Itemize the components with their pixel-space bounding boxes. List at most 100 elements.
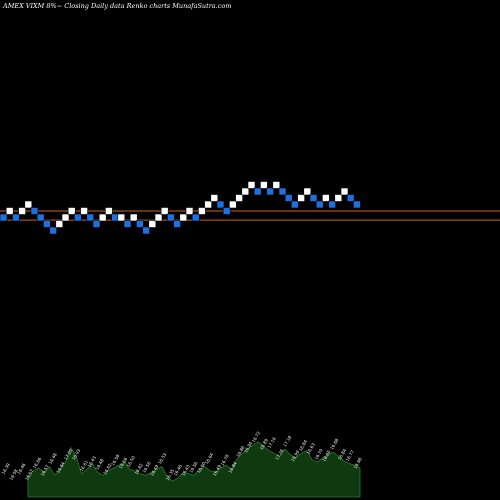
renko-brick bbox=[322, 194, 330, 202]
volume-label: 16.49 bbox=[149, 464, 159, 477]
renko-brick bbox=[55, 220, 64, 228]
renko-brick bbox=[117, 213, 126, 222]
renko-brick bbox=[297, 194, 305, 202]
renko-brick bbox=[222, 207, 231, 215]
renko-brick bbox=[185, 207, 194, 215]
volume-label: 16.84 bbox=[337, 448, 347, 461]
volume-label: 16.99 bbox=[290, 449, 300, 462]
renko-brick bbox=[315, 200, 324, 209]
renko-brick bbox=[210, 194, 219, 202]
renko-brick bbox=[253, 187, 262, 196]
renko-brick bbox=[260, 181, 268, 189]
renko-brick bbox=[74, 213, 82, 222]
renko-brick bbox=[136, 220, 144, 228]
volume-label: 16.48 bbox=[94, 458, 104, 471]
renko-brick bbox=[278, 187, 287, 196]
renko-brick bbox=[123, 220, 132, 228]
renko-brick bbox=[80, 207, 88, 215]
volume-label: 16.58 bbox=[110, 453, 120, 466]
volume-label: 16.46 bbox=[16, 462, 26, 475]
volume-label: 16.70 bbox=[313, 448, 323, 461]
renko-brick bbox=[5, 207, 14, 215]
renko-brick bbox=[328, 200, 336, 209]
renko-brick bbox=[129, 213, 138, 222]
renko-brick bbox=[160, 207, 169, 215]
renko-brick bbox=[340, 187, 349, 196]
renko-brick bbox=[92, 220, 101, 228]
renko-bricks bbox=[0, 181, 361, 235]
volume-label: 16.84 bbox=[227, 461, 237, 474]
volume-label: 16.77 bbox=[345, 449, 355, 462]
renko-brick bbox=[191, 213, 200, 222]
volume-label: 17.01 bbox=[63, 448, 73, 461]
volume-label: 16.56 bbox=[141, 461, 151, 474]
renko-brick bbox=[266, 187, 274, 196]
renko-brick bbox=[98, 213, 107, 222]
chart-title: AMEX VIXM 8%~ Closing Daily data Renko c… bbox=[3, 2, 232, 10]
renko-brick bbox=[353, 200, 361, 209]
volume-label: 16.63 bbox=[306, 442, 316, 455]
volume-label: 16.62 bbox=[134, 462, 144, 475]
renko-brick bbox=[154, 213, 163, 222]
renko-brick bbox=[105, 207, 113, 215]
volume-label: 16.89 bbox=[259, 438, 269, 451]
volume-label: 16.86 bbox=[235, 445, 245, 458]
volume-label: 16.35 bbox=[165, 468, 175, 481]
renko-brick bbox=[303, 187, 312, 196]
renko-brick bbox=[198, 207, 206, 215]
volume-label: 16.46 bbox=[173, 463, 183, 476]
volume-label: 16.84 bbox=[298, 439, 308, 452]
volume-label: 16.50 bbox=[126, 455, 136, 468]
renko-brick bbox=[235, 194, 243, 202]
volume-label: 16.61 bbox=[79, 459, 89, 472]
renko-brick bbox=[346, 194, 355, 202]
volume-area bbox=[27, 441, 361, 498]
renko-brick bbox=[334, 194, 343, 202]
volume-label: 16.64 bbox=[55, 461, 65, 474]
volume-label: 16.66 bbox=[32, 456, 42, 469]
volume-label: 16.43 bbox=[180, 464, 190, 477]
volume-label: 16.57 bbox=[24, 468, 34, 481]
volume-label: 16.53 bbox=[157, 452, 167, 465]
volume-label: 16.60 bbox=[196, 461, 206, 474]
volume-label: 16.56 bbox=[188, 461, 198, 474]
renko-brick bbox=[204, 200, 212, 209]
volume-label: 16.57 bbox=[40, 464, 50, 477]
renko-brick bbox=[173, 220, 181, 228]
renko-brick bbox=[284, 194, 293, 202]
volume-label: 16.39 bbox=[1, 462, 11, 475]
volume-label: 16.48 bbox=[47, 452, 57, 465]
renko-brick bbox=[247, 181, 256, 189]
renko-brick bbox=[291, 200, 299, 209]
renko-brick bbox=[216, 200, 225, 209]
renko-brick bbox=[142, 226, 150, 235]
renko-brick bbox=[241, 187, 250, 196]
renko-brick bbox=[61, 213, 70, 222]
renko-brick bbox=[43, 220, 51, 228]
renko-brick bbox=[49, 226, 57, 235]
volume-labels: 16.3916.5816.4616.5716.6616.5716.4816.64… bbox=[1, 430, 363, 481]
volume-label: 16.49 bbox=[212, 464, 222, 477]
volume-label: 16.68 bbox=[329, 437, 339, 450]
renko-brick bbox=[86, 213, 95, 222]
renko-brick bbox=[18, 207, 26, 215]
renko-brick bbox=[0, 213, 8, 222]
renko-brick bbox=[179, 213, 188, 222]
volume-label: 16.98 bbox=[353, 456, 363, 469]
renko-brick bbox=[24, 200, 33, 209]
renko-brick bbox=[12, 213, 20, 222]
volume-label: 16.94 bbox=[243, 440, 253, 453]
renko-brick bbox=[36, 213, 45, 222]
renko-brick bbox=[229, 200, 237, 209]
volume-label: 16.58 bbox=[8, 468, 18, 481]
renko-brick bbox=[67, 207, 76, 215]
renko-brick bbox=[272, 181, 281, 189]
volume-label: 16.93 bbox=[71, 448, 81, 461]
volume-label: 16.60 bbox=[321, 449, 331, 462]
volume-label: 16.78 bbox=[220, 453, 230, 466]
volume-label: 16.43 bbox=[87, 455, 97, 468]
volume-label: 17.26 bbox=[274, 448, 284, 461]
renko-brick bbox=[148, 220, 157, 228]
volume-label: 17.18 bbox=[282, 434, 292, 447]
